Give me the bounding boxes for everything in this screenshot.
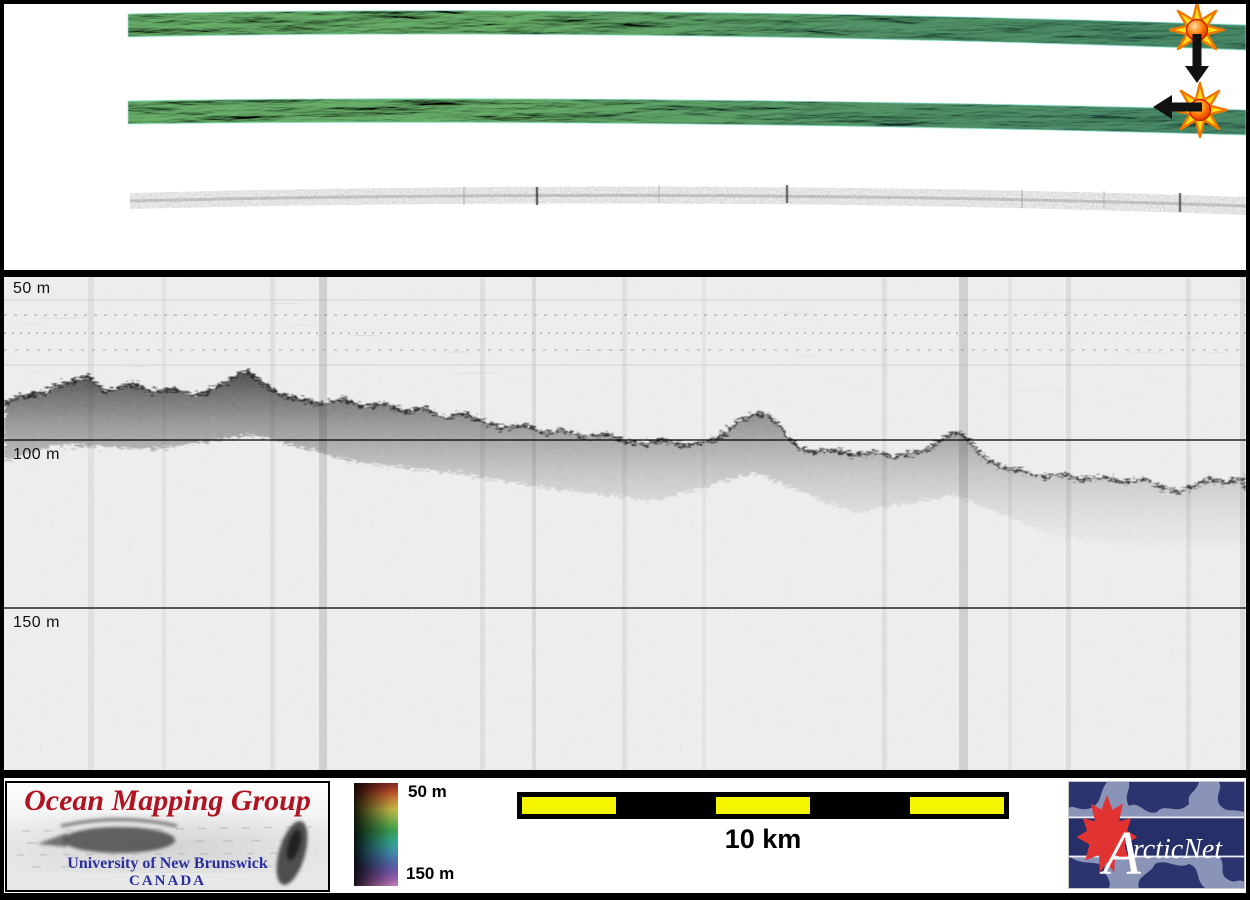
omg-subtitle: University of New Brunswick [67, 855, 268, 872]
omg-title: Ocean Mapping Group [24, 784, 311, 817]
scale-bar [517, 792, 1009, 819]
sonar-target-shapes [37, 818, 308, 885]
sidescan-strip [130, 185, 1246, 215]
track-direction-arrow-left-icon [1153, 95, 1202, 119]
depth-label-150m: 150 m [13, 614, 60, 631]
swath-panel [4, 4, 1246, 270]
arcticnet-logo: ArcticNet [1068, 781, 1245, 889]
footer-bar: Ocean Mapping Group University of New Br… [4, 778, 1246, 893]
scale-bar-label: 10 km [724, 824, 802, 854]
arctic-map-shapes [1069, 782, 1244, 888]
maple-leaf-icon [1076, 795, 1138, 873]
arcticnet-art: ArcticNet [1069, 782, 1244, 888]
colorbar-bottom-label: 150 m [406, 864, 455, 883]
echogram-canvas [4, 277, 1246, 770]
track-direction-arrow-down-icon [1185, 34, 1209, 83]
echogram-speckle [4, 277, 1246, 770]
scale-bar-segment [716, 797, 810, 814]
depth-label-100m: 100 m [13, 446, 60, 463]
bathymetry-swath-2 [127, 97, 1246, 136]
echogram-panel: 50 m 100 m 150 m [4, 277, 1246, 770]
bathymetry-swath-1 [127, 9, 1246, 51]
swath-canvas [127, 4, 1246, 215]
omg-logo: Ocean Mapping Group University of New Br… [5, 781, 330, 892]
scale-bar-segment [616, 797, 716, 814]
depth-label-50m: 50 m [13, 280, 51, 297]
scale-bar-segment [810, 797, 910, 814]
omg-country: CANADA [129, 873, 206, 889]
scale-bar-segment [910, 797, 1004, 814]
scale-bar-segment [522, 797, 616, 814]
arcticnet-wordmark: ArcticNet [1099, 820, 1223, 888]
omg-logo-art [7, 813, 328, 885]
depth-colorbar [354, 783, 398, 886]
colorbar-top-label: 50 m [408, 782, 447, 801]
